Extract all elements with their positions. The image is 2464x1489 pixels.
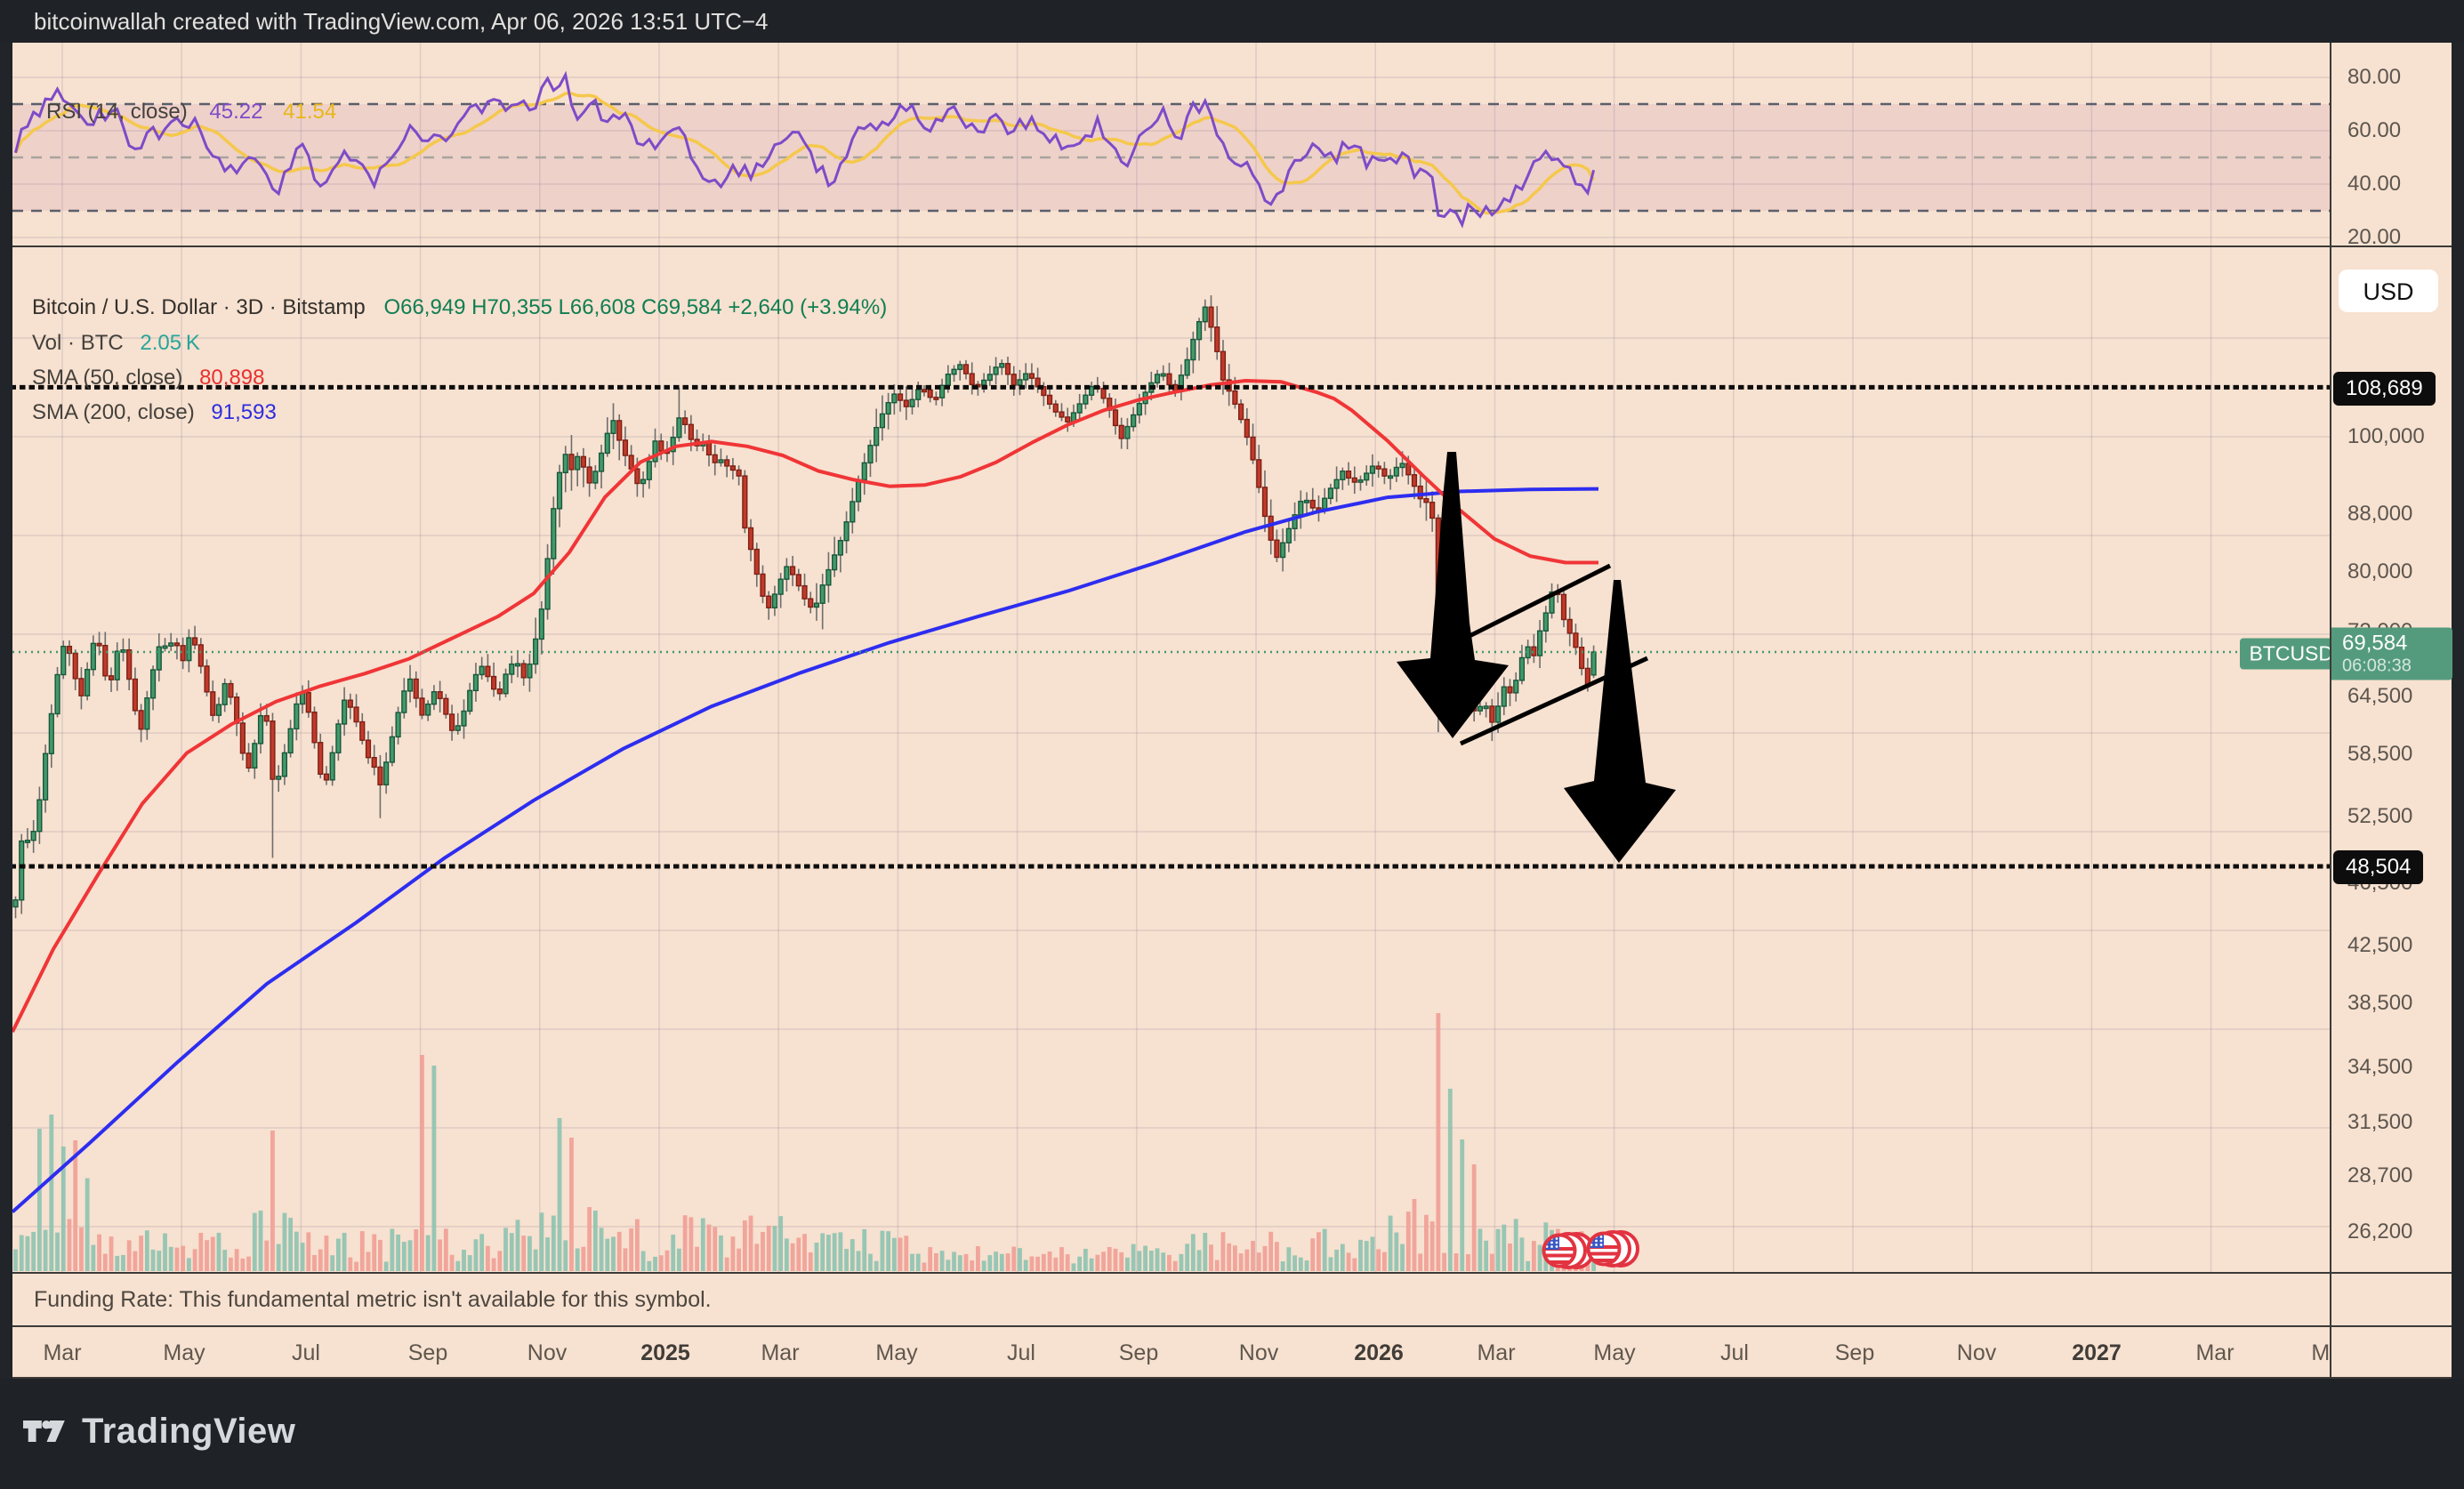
funding-rate-text: Funding Rate: This fundamental metric is…	[34, 1287, 712, 1312]
sma50-value: 80,898	[199, 366, 265, 390]
time-axis-label: May	[163, 1340, 205, 1365]
price-scale-label: 80,000	[2347, 559, 2413, 584]
price-scale-label: 38,500	[2347, 991, 2413, 1015]
time-axis-label: Jul	[1007, 1340, 1035, 1365]
price-scale-label: 88,000	[2347, 502, 2413, 526]
sma200-label: SMA (200, close)	[32, 400, 195, 424]
time-axis-label: Sep	[407, 1340, 448, 1365]
time-axis-label: Sep	[1118, 1340, 1159, 1365]
chart-frame	[12, 43, 2452, 1379]
last-price: 69,584	[2342, 631, 2408, 656]
volume-label: Vol · BTC	[32, 331, 124, 355]
time-axis-label: 2027	[2072, 1340, 2122, 1365]
down-arrow-2	[1564, 580, 1676, 863]
attribution-text: bitcoinwallah created with TradingView.c…	[34, 8, 769, 35]
price-scale-label: 64,500	[2347, 684, 2413, 708]
price-scale-label: 31,500	[2347, 1110, 2413, 1134]
time-axis-label: 2025	[640, 1340, 690, 1365]
pane-separator[interactable]	[12, 245, 2452, 247]
time-axis-label: May	[875, 1340, 918, 1365]
price-pane[interactable]	[12, 247, 2330, 1274]
rsi-pane[interactable]	[12, 43, 2330, 247]
rsi-value: 45.22	[209, 100, 263, 124]
price-scale-label: 26,200	[2347, 1219, 2413, 1244]
volume-bars	[13, 1013, 1596, 1271]
sma200-line	[12, 487, 1599, 1213]
currency-usd-button[interactable]: USD	[2339, 270, 2438, 312]
channel-upper-line	[1446, 563, 1612, 649]
price-scale-label: 28,700	[2347, 1163, 2413, 1187]
time-axis-label: Jul	[292, 1340, 320, 1365]
candles	[12, 295, 1597, 919]
time-axis-label: Jul	[1720, 1340, 1749, 1365]
time-axis[interactable]: Mar May Jul Sep Nov 2025 Mar May Jul Sep Nov 2026 Ma…	[12, 1327, 2452, 1379]
tradingview-logo-icon	[23, 1421, 65, 1442]
time-axis-label: Nov	[1956, 1340, 1997, 1365]
price-scale-label: 34,500	[2347, 1055, 2413, 1079]
symbol-title: Bitcoin / U.S. Dollar · 3D · Bitstamp	[32, 295, 366, 319]
price-scale-label: 58,500	[2347, 742, 2413, 766]
price-scale-label: 52,500	[2347, 804, 2413, 828]
volume-legend[interactable]: Vol · BTC 2.05 K	[32, 331, 200, 356]
rsi-scale-label: 20.00	[2347, 225, 2402, 249]
us-flag-coin-sticker	[1542, 1232, 1595, 1269]
sma200-legend[interactable]: SMA (200, close) 91,593	[32, 400, 277, 425]
time-axis-label: Mar	[761, 1340, 800, 1365]
tradingview-logo-text: TradingView	[82, 1411, 296, 1451]
time-axis-label: Nov	[1238, 1340, 1279, 1365]
time-axis-label: Mar	[1477, 1340, 1516, 1365]
symbol-legend[interactable]: Bitcoin / U.S. Dollar · 3D · Bitstamp O6…	[32, 295, 887, 320]
time-axis-label: 2026	[1354, 1340, 1404, 1365]
level-price-badge: 48,504	[2333, 850, 2424, 884]
bottom-frame-line	[12, 1377, 2452, 1379]
funding-rate-notice: Funding Rate: This fundamental metric is…	[12, 1274, 2452, 1325]
volume-value: 2.05 K	[140, 331, 200, 355]
bar-countdown: 06:08:38	[2342, 656, 2412, 676]
rsi-scale-label: 80.00	[2347, 65, 2402, 89]
time-axis-label: May	[2311, 1340, 2330, 1365]
price-line-value-tag: 69,584 06:08:38	[2331, 627, 2452, 680]
price-line-symbol-tag: BTCUSD	[2240, 638, 2342, 670]
rsi-legend-label: RSI (14, close)	[46, 100, 188, 124]
ohlc-values: O66,949 H70,355 L66,608 C69,584 +2,640 (…	[383, 295, 888, 319]
funding-separator	[12, 1325, 2452, 1327]
time-axis-label: Sep	[1834, 1340, 1875, 1365]
price-scale-label: 100,000	[2347, 424, 2425, 448]
sma50-line	[12, 379, 1598, 1033]
tradingview-logo[interactable]: TradingView	[23, 1411, 295, 1452]
rsi-scale-label: 60.00	[2347, 118, 2402, 142]
down-arrow-1	[1397, 452, 1509, 738]
sma50-legend[interactable]: SMA (50, close) 80,898	[32, 366, 264, 390]
us-flag-coin-sticker	[1586, 1230, 1639, 1268]
rsi-scale-label: 40.00	[2347, 172, 2402, 196]
level-price-badge: 108,689	[2333, 372, 2436, 406]
volume-baseline-separator	[12, 1272, 2452, 1274]
time-axis-label: Mar	[2195, 1340, 2235, 1365]
sma200-value: 91,593	[211, 400, 277, 424]
attribution-bar: bitcoinwallah created with TradingView.c…	[0, 0, 2464, 43]
axis-separator	[2330, 43, 2331, 1379]
time-axis-label: May	[1593, 1340, 1636, 1365]
rsi-legend[interactable]: RSI (14, close) 45.22 41.54	[46, 100, 336, 125]
sma50-label: SMA (50, close)	[32, 366, 183, 390]
price-scale-label: 42,500	[2347, 933, 2413, 957]
time-axis-label: Nov	[527, 1340, 568, 1365]
bottom-bar: TradingView	[0, 1379, 2464, 1489]
rsi-ma-value: 41.54	[283, 100, 337, 124]
time-axis-label: Mar	[43, 1340, 82, 1365]
